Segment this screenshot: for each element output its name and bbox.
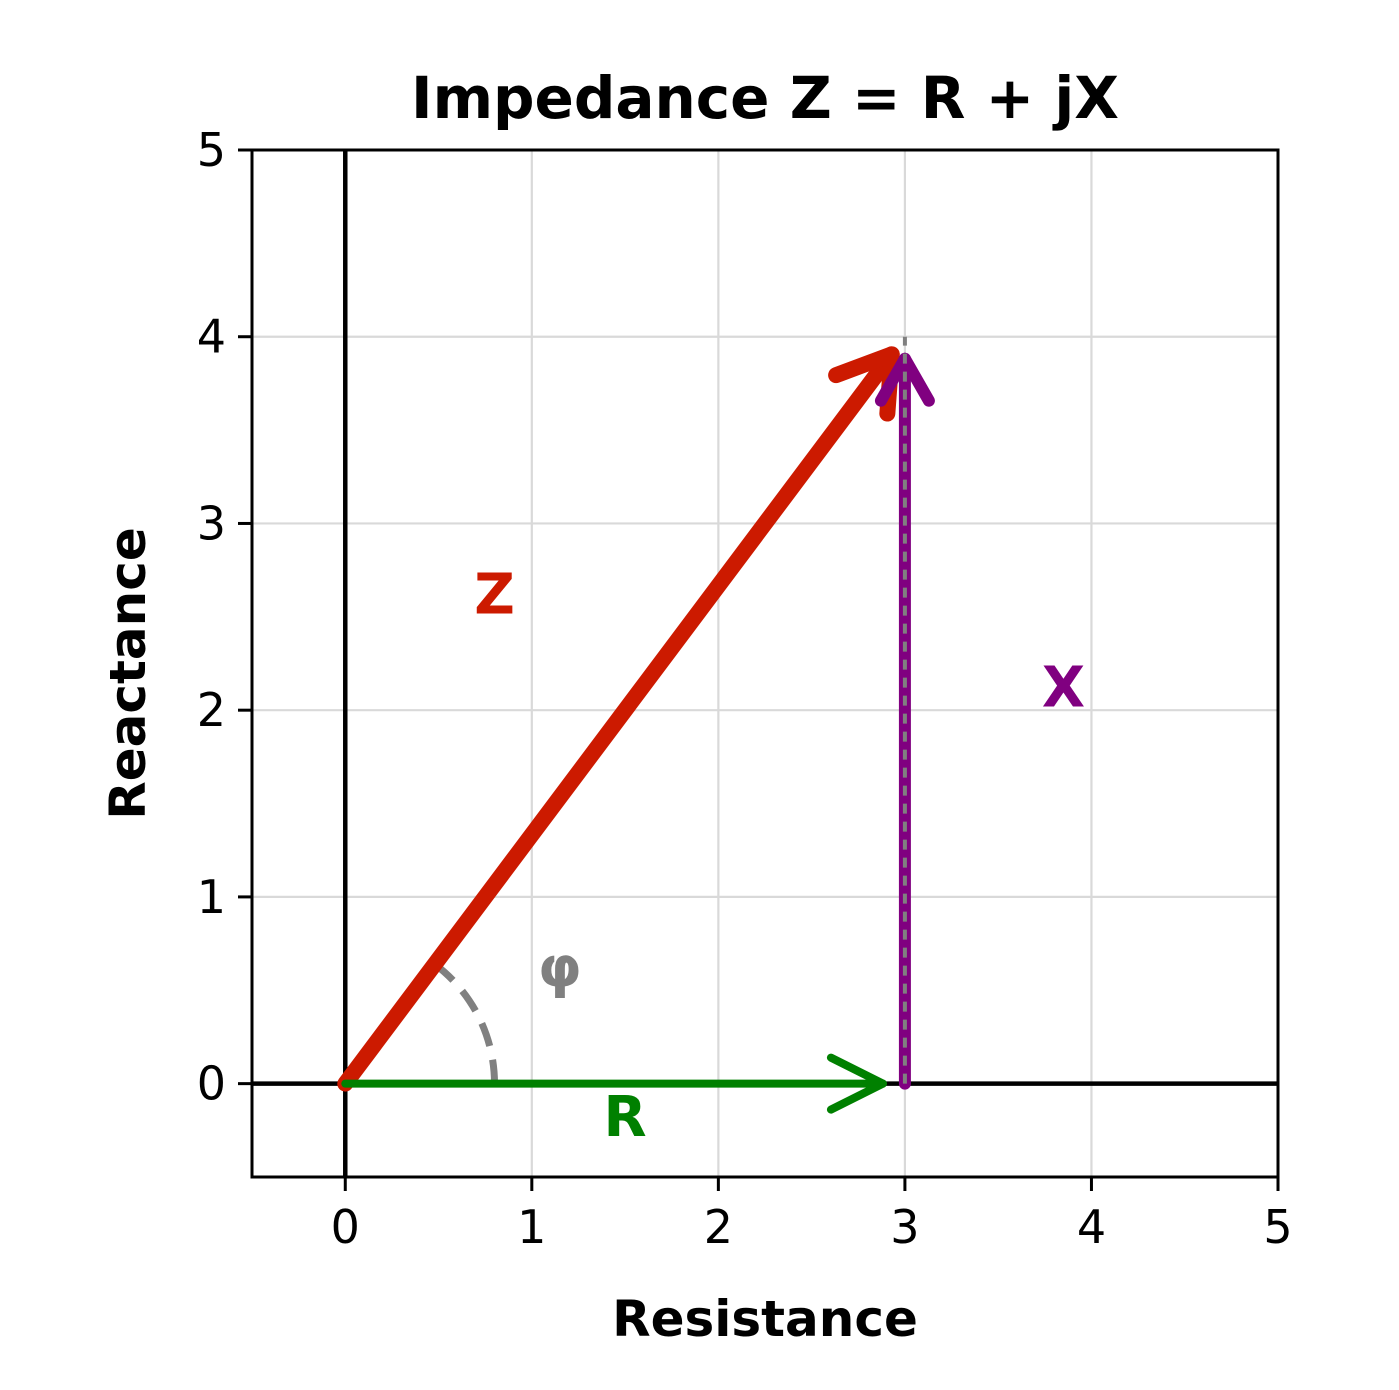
vector-r-head xyxy=(826,1053,887,1114)
vector-z-shaft xyxy=(337,346,900,1092)
x-tick-label: 5 xyxy=(1263,1200,1292,1254)
y-axis-title: Reactance xyxy=(99,527,157,820)
x-tick-label: 0 xyxy=(331,1200,360,1254)
vector-label-x: X xyxy=(1042,656,1085,721)
y-tick-label: 2 xyxy=(197,683,226,737)
angle-arc xyxy=(432,961,499,1084)
y-tick-label: 1 xyxy=(197,870,226,924)
y-tick-label: 0 xyxy=(197,1057,226,1111)
plot-frame xyxy=(250,148,1280,1179)
vector-r xyxy=(341,1053,887,1114)
x-axis-title: Resistance xyxy=(612,1290,918,1348)
x-tick-label: 4 xyxy=(1077,1200,1106,1254)
y-tick-label: 4 xyxy=(197,310,226,364)
vector-label-z: Z xyxy=(474,562,515,627)
x-tick-label: 1 xyxy=(517,1200,546,1254)
chart-title: Impedance Z = R + jX xyxy=(411,64,1119,132)
x-tick-label: 2 xyxy=(704,1200,733,1254)
angle-label: φ xyxy=(538,936,582,1001)
vector-label-r: R xyxy=(604,1085,647,1150)
y-tick-label: 5 xyxy=(197,123,226,177)
vector-z xyxy=(337,346,900,1092)
x-tick-label: 3 xyxy=(890,1200,919,1254)
y-tick-label: 3 xyxy=(197,496,226,550)
